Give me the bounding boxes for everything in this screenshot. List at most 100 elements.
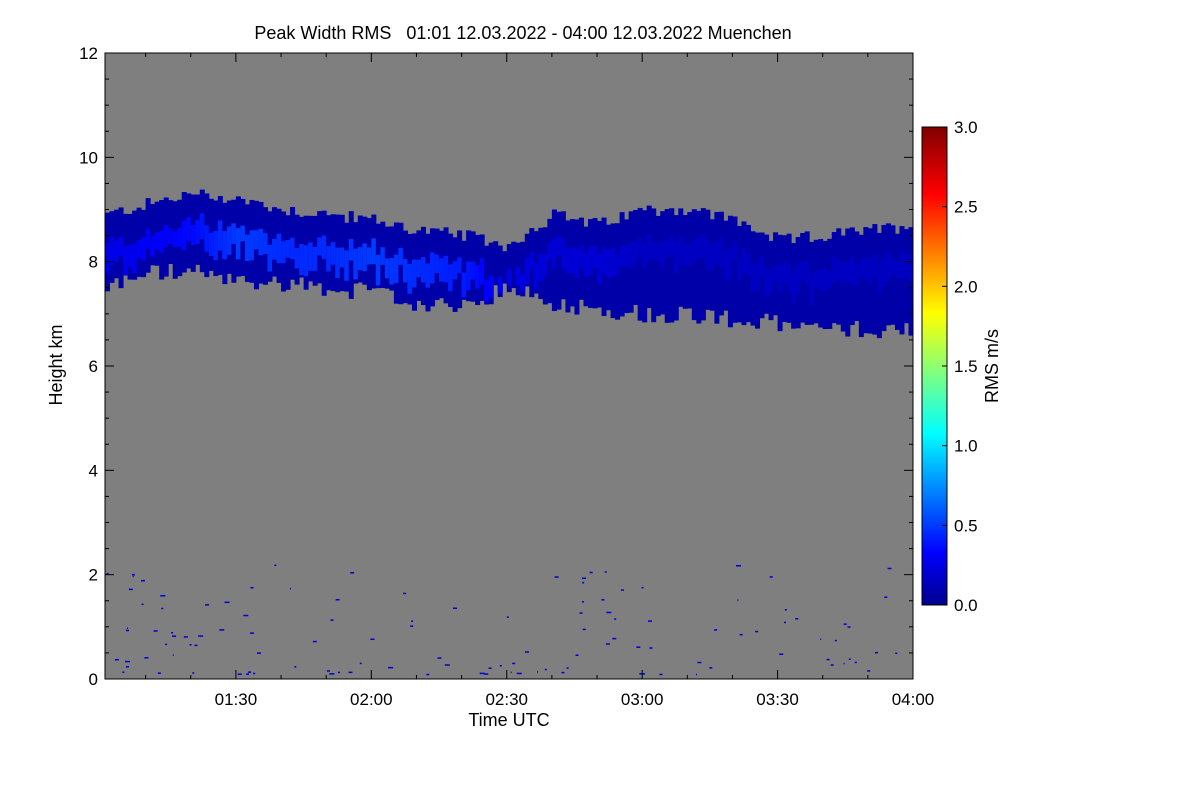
cloud-core xyxy=(858,259,864,277)
cloud-core xyxy=(736,258,742,281)
cloud-column xyxy=(858,234,864,338)
cloud-core xyxy=(425,263,431,288)
low-level-return xyxy=(335,598,340,601)
cloud-core xyxy=(660,240,666,269)
cloud-core xyxy=(709,243,715,270)
low-level-return xyxy=(198,635,204,637)
cloud-core xyxy=(687,244,693,266)
low-level-return xyxy=(224,601,230,604)
low-level-return xyxy=(126,627,128,630)
cloud-core xyxy=(899,250,905,279)
cloud-core xyxy=(538,253,544,282)
cloud-core xyxy=(105,242,111,275)
cloud-core xyxy=(818,268,824,292)
cloud-core xyxy=(213,230,219,261)
cloud-core xyxy=(809,274,815,305)
cloud-core xyxy=(773,265,779,282)
cloud-core xyxy=(827,271,833,289)
cloud-core xyxy=(235,228,241,260)
cloud-column xyxy=(664,209,670,323)
cloud-core xyxy=(335,247,341,279)
cloud-core xyxy=(258,228,264,256)
cloud-core xyxy=(804,259,810,284)
cloud-core xyxy=(628,242,634,269)
cloud-core xyxy=(208,232,214,256)
cloud-core xyxy=(362,243,368,272)
cloud-core xyxy=(840,262,846,286)
low-level-return xyxy=(141,603,144,606)
low-level-return xyxy=(566,667,569,669)
low-level-return xyxy=(714,629,718,631)
cloud-column xyxy=(547,218,553,304)
low-level-return xyxy=(784,621,787,624)
low-level-return xyxy=(582,628,586,631)
cloud-core xyxy=(353,248,359,280)
colorbar-tick-label: 1.0 xyxy=(954,437,978,456)
cloud-column xyxy=(899,226,905,335)
cloud-core xyxy=(529,251,535,270)
cloud-column xyxy=(520,241,526,297)
y-tick-label: 6 xyxy=(89,357,98,376)
cloud-core xyxy=(574,248,580,279)
cloud-core xyxy=(118,236,124,257)
cloud-core xyxy=(845,261,851,281)
low-level-return xyxy=(140,579,145,582)
cloud-core xyxy=(294,247,300,269)
cloud-core xyxy=(741,247,747,274)
cloud-core xyxy=(402,259,408,283)
cloud-core xyxy=(452,261,458,280)
cloud-core xyxy=(678,236,684,266)
cloud-core xyxy=(673,241,679,273)
low-level-return xyxy=(403,592,407,595)
cloud-core xyxy=(547,243,553,260)
cloud-core xyxy=(764,267,770,296)
low-level-return xyxy=(329,673,335,675)
cloud-core xyxy=(448,264,454,292)
cloud-core xyxy=(172,231,178,248)
low-level-return xyxy=(784,609,787,611)
low-level-return xyxy=(370,638,375,641)
cloud-core xyxy=(321,235,327,259)
cloud-core xyxy=(190,224,196,246)
low-level-return xyxy=(172,654,174,656)
low-level-return xyxy=(795,618,799,620)
cloud-core xyxy=(226,226,232,255)
low-level-return xyxy=(388,666,394,669)
cloud-core xyxy=(822,268,828,291)
cloud-core xyxy=(330,242,336,265)
low-level-return xyxy=(589,571,593,574)
colorbar-axis: 0.0 0.5 1.0 1.5 2.0 2.5 3.0 xyxy=(942,118,978,615)
cloud-core xyxy=(890,258,896,274)
y-tick-label: 12 xyxy=(79,44,98,63)
cloud-core xyxy=(637,237,643,258)
cloud-core xyxy=(348,238,354,261)
cloud-core xyxy=(430,252,436,284)
low-level-return xyxy=(157,672,161,674)
cloud-core xyxy=(723,251,729,281)
low-level-return xyxy=(709,667,713,669)
cloud-core xyxy=(696,237,702,259)
cloud-column xyxy=(150,204,156,266)
cloud-core xyxy=(597,253,603,285)
cloud-core xyxy=(231,223,237,244)
cloud-core xyxy=(199,213,205,239)
cloud-core xyxy=(565,247,571,274)
cloud-core xyxy=(217,220,223,251)
low-level-return xyxy=(165,643,168,646)
low-level-return xyxy=(641,586,644,589)
cloud-core xyxy=(800,261,806,281)
cloud-core xyxy=(150,236,156,257)
cloud-core xyxy=(791,273,797,305)
cloud-core xyxy=(466,261,472,291)
cloud-column xyxy=(637,207,643,321)
low-level-return xyxy=(250,586,254,589)
low-level-return xyxy=(125,666,129,668)
low-level-return xyxy=(243,614,249,617)
low-level-return xyxy=(874,651,878,654)
low-level-return xyxy=(575,654,579,656)
cloud-core xyxy=(655,243,661,261)
cloud-core xyxy=(849,256,855,285)
cloud-column xyxy=(502,251,508,284)
cloud-core xyxy=(601,247,607,275)
x-tick-label: 02:00 xyxy=(350,690,393,709)
